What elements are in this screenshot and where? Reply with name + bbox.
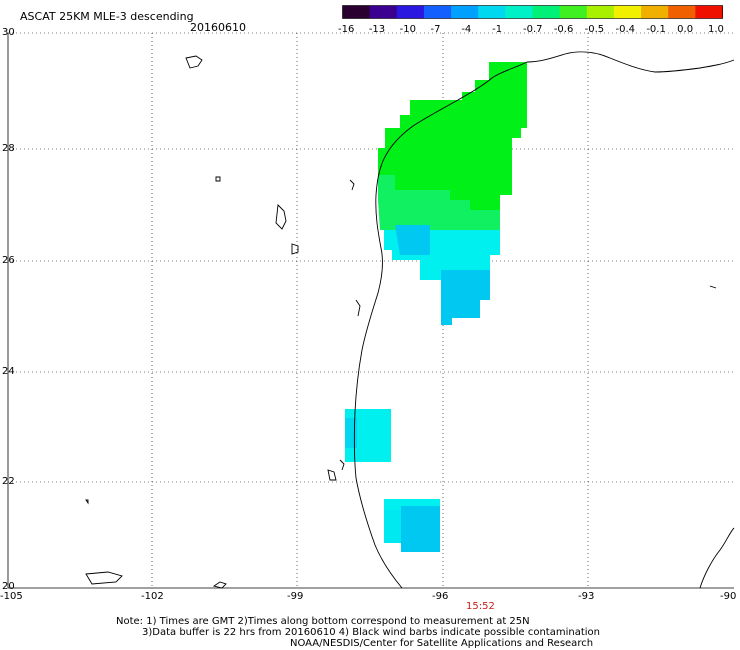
colorbar-tick-label: -0.7	[523, 24, 543, 35]
colorbar-swatch	[695, 5, 723, 19]
lon-label-96: -96	[432, 591, 449, 602]
wind-swaths	[345, 62, 527, 552]
colorbar-frame	[342, 5, 723, 19]
colorbar-swatch	[532, 5, 561, 19]
lat-label-24: 24	[2, 366, 15, 377]
colorbar-tick-label: -0.6	[553, 24, 574, 35]
colorbar-tick-label: -16	[338, 24, 355, 35]
lon-label-93: -93	[578, 591, 595, 602]
pass-time: 15:52	[466, 601, 495, 612]
colorbar-swatch	[505, 5, 533, 19]
colorbar-swatch	[423, 5, 452, 19]
product-date: 20160610	[190, 21, 246, 34]
colorbar-tick-label: 1.0	[708, 24, 724, 35]
colorbar-tick-label: -13	[368, 24, 386, 35]
note-line-2: 3)Data buffer is 22 hrs from 20160610 4)…	[142, 627, 600, 638]
colorbar-tick-label: -4	[461, 24, 472, 35]
lon-label-105: -105	[0, 591, 23, 602]
lon-label-99: -99	[287, 591, 304, 602]
graticule	[8, 32, 734, 588]
colorbar	[342, 5, 723, 19]
product-title: ASCAT 25KM MLE-3 descending	[20, 10, 194, 23]
colorbar-swatch	[641, 5, 669, 19]
colorbar-swatch	[451, 5, 479, 19]
lon-label-102: -102	[141, 591, 164, 602]
colorbar-swatch	[668, 5, 696, 19]
colorbar-swatch	[369, 5, 398, 19]
colorbar-swatch	[613, 5, 642, 19]
colorbar-tick-label: -0.4	[615, 24, 636, 35]
colorbar-swatch	[559, 5, 588, 19]
colorbar-tick-label: -0.5	[584, 24, 605, 35]
colorbar-swatch	[586, 5, 615, 19]
colorbar-tick-label: -1	[492, 24, 503, 35]
colorbar-swatch	[478, 5, 506, 19]
lat-label-30: 30	[2, 27, 15, 38]
colorbar-tick-label: -10	[399, 24, 416, 35]
colorbar-tick-label: -0.1	[646, 24, 666, 35]
colorbar-swatches	[342, 5, 723, 19]
colorbar-tick-label: 0.0	[677, 24, 694, 35]
swath-green-light	[378, 175, 500, 230]
map-axes	[7, 33, 734, 589]
lat-label-28: 28	[2, 143, 15, 154]
colorbar-tick-label: -7	[430, 24, 441, 35]
colorbar-swatch	[396, 5, 425, 19]
note-line-3: NOAA/NESDIS/Center for Satellite Applica…	[290, 638, 594, 649]
note-line-1: Note: 1) Times are GMT 2)Times along bot…	[116, 616, 530, 627]
colorbar-swatch	[342, 5, 371, 19]
coastline	[85, 51, 735, 589]
lat-label-20: 20	[2, 581, 15, 592]
lat-label-22: 22	[2, 476, 15, 487]
lat-label-26: 26	[2, 255, 15, 266]
swath-green	[378, 62, 527, 210]
lon-label-90: -90	[720, 591, 737, 602]
swath-sky	[395, 225, 490, 325]
